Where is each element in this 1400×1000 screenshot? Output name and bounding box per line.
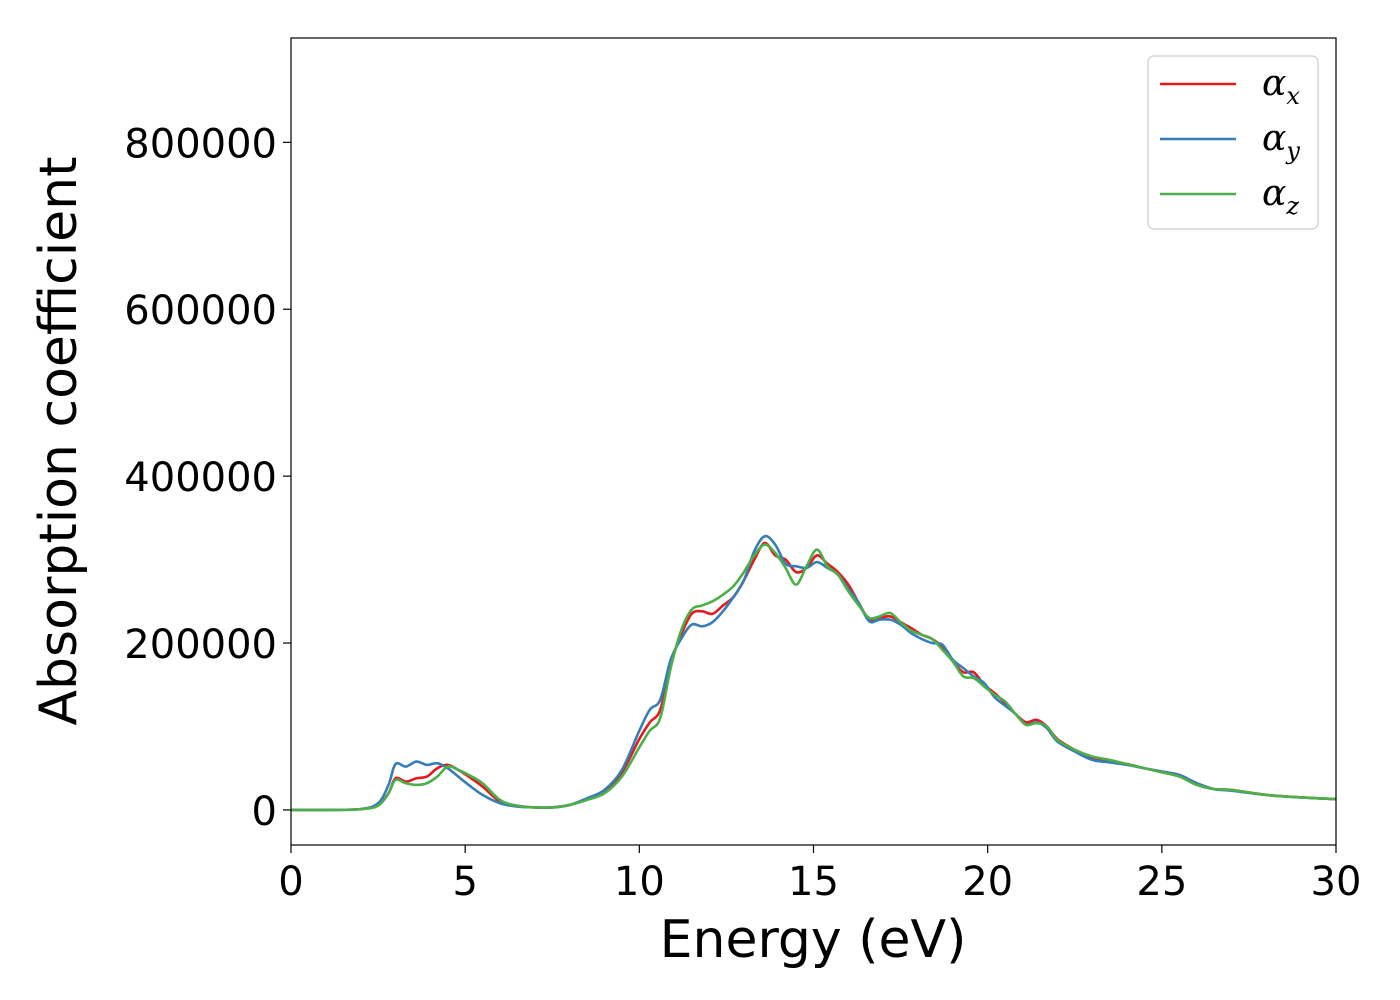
x-tick-label: 5 [452, 859, 477, 905]
series-line-z [291, 543, 1336, 812]
series-line-y [291, 534, 1336, 812]
x-tick-label: 15 [788, 859, 839, 905]
y-tick-label: 200000 [124, 622, 277, 668]
legend-symbol: α [1262, 118, 1286, 159]
x-axis-label: Energy (eV) [660, 910, 967, 970]
y-tick-label: 800000 [124, 121, 277, 167]
legend-label-z: αz [1262, 173, 1299, 220]
legend-subscript: z [1285, 192, 1299, 220]
x-tick-label: 10 [614, 859, 665, 905]
y-axis-label: Absorption coefficient [29, 156, 89, 725]
legend-box [1147, 55, 1319, 230]
legend-symbol: α [1262, 173, 1286, 214]
legend-subscript: x [1286, 82, 1300, 110]
y-tick-label: 600000 [124, 288, 277, 334]
x-tick-label: 0 [278, 859, 303, 905]
legend-label-x: αx [1262, 63, 1300, 110]
series-layer [291, 534, 1336, 812]
y-tick-label: 400000 [124, 455, 277, 501]
x-tick-label: 25 [1136, 859, 1187, 905]
legend-subscript: y [1285, 137, 1300, 165]
y-tick-label: 0 [252, 789, 277, 835]
legend-label-y: αy [1262, 118, 1300, 165]
x-axis: 0 5 10 15 20 25 30 [278, 845, 1361, 905]
x-tick-label: 30 [1311, 859, 1362, 905]
legend-symbol: α [1262, 63, 1286, 104]
x-tick-label: 20 [962, 859, 1013, 905]
y-axis: 0 200000 400000 600000 800000 [124, 121, 291, 835]
